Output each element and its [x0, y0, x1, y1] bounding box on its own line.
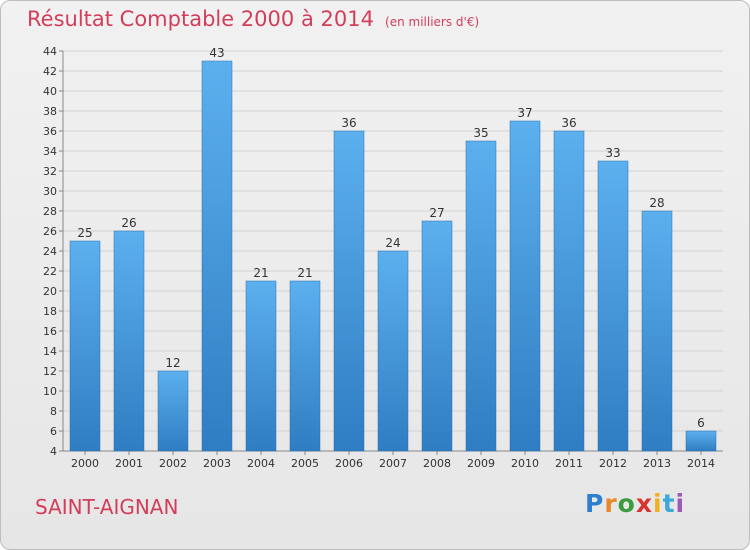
y-tick-label: 38 [43, 105, 57, 118]
value-labels: 25 26 12 43 21 21 36 24 27 35 37 36 33 28 6 [77, 46, 704, 430]
bar [157, 370, 189, 452]
y-tick-label: 24 [43, 245, 57, 258]
bar [377, 250, 409, 452]
y-tick-label: 22 [43, 265, 57, 278]
value-label: 26 [121, 216, 136, 230]
x-tick-label: 2005 [291, 457, 319, 470]
chart-subtitle: (en milliers d'€) [385, 15, 480, 29]
value-label: 21 [297, 266, 312, 280]
y-tick-label: 26 [43, 225, 57, 238]
y-tick-labels: 4 6 8 10 12 14 16 18 20 22 24 26 28 30 32 34 36 38 40 42 44 [43, 45, 57, 458]
y-tick-label: 14 [43, 345, 57, 358]
y-tick-label: 10 [43, 385, 57, 398]
bar [465, 140, 497, 452]
y-tick-label: 44 [43, 45, 57, 58]
bar [641, 210, 673, 452]
y-tick-label: 40 [43, 85, 57, 98]
x-tick-label: 2007 [379, 457, 407, 470]
value-label: 43 [209, 46, 224, 60]
value-label: 36 [561, 116, 576, 130]
value-label: 24 [385, 236, 400, 250]
brand-letter: o [617, 489, 636, 518]
bar [509, 120, 541, 452]
y-tick-label: 16 [43, 325, 57, 338]
x-tick-label: 2002 [159, 457, 187, 470]
chart-title: Résultat Comptable 2000 à 2014 [27, 7, 374, 31]
value-label: 21 [253, 266, 268, 280]
value-label: 33 [605, 146, 620, 160]
bar [245, 280, 277, 452]
value-label: 27 [429, 206, 444, 220]
brand-letter: P [585, 489, 605, 518]
y-tick-label: 34 [43, 145, 57, 158]
brand-logo: Proxiti [585, 489, 685, 518]
y-tick-label: 30 [43, 185, 57, 198]
bar [113, 230, 145, 452]
brand-letter: x [635, 489, 653, 518]
y-tick-label: 36 [43, 125, 57, 138]
brand-letter: t [662, 489, 676, 518]
x-tick-label: 2009 [467, 457, 495, 470]
y-tick-label: 12 [43, 365, 57, 378]
brand-letter: i [653, 489, 663, 518]
value-label: 35 [473, 126, 488, 140]
y-tick-label: 42 [43, 65, 57, 78]
y-tick-label: 6 [50, 425, 57, 438]
x-tick-label: 2008 [423, 457, 451, 470]
y-tick-label: 18 [43, 305, 57, 318]
value-label: 12 [165, 356, 180, 370]
bar [421, 220, 453, 452]
value-label: 25 [77, 226, 92, 240]
x-tick-label: 2003 [203, 457, 231, 470]
bar [553, 130, 585, 452]
value-label: 37 [517, 106, 532, 120]
bar [289, 280, 321, 452]
y-tick-label: 28 [43, 205, 57, 218]
place-name: SAINT-AIGNAN [35, 495, 179, 519]
value-label: 6 [697, 416, 705, 430]
y-tick-label: 4 [50, 445, 57, 458]
value-label: 28 [649, 196, 664, 210]
y-tick-label: 32 [43, 165, 57, 178]
x-tick-label: 2004 [247, 457, 275, 470]
x-tick-label: 2006 [335, 457, 363, 470]
x-tick-label: 2011 [555, 457, 583, 470]
x-tick-labels: 2000 2001 2002 2003 2004 2005 2006 2007 2008 2009… [71, 457, 715, 470]
y-tick-label: 8 [50, 405, 57, 418]
chart-header: Résultat Comptable 2000 à 2014 (en milli… [27, 7, 479, 31]
bars [69, 60, 717, 452]
bar [201, 60, 233, 452]
x-tick-label: 2013 [643, 457, 671, 470]
x-tick-label: 2010 [511, 457, 539, 470]
x-tick-label: 2001 [115, 457, 143, 470]
x-tick-label: 2000 [71, 457, 99, 470]
bar [597, 160, 629, 452]
x-tick-label: 2014 [687, 457, 715, 470]
bar [333, 130, 365, 452]
brand-letter: r [604, 489, 618, 518]
x-tick-label: 2012 [599, 457, 627, 470]
bar [69, 240, 101, 452]
value-label: 36 [341, 116, 356, 130]
y-tick-label: 20 [43, 285, 57, 298]
brand-letter: i [675, 489, 686, 518]
bar [685, 430, 717, 452]
